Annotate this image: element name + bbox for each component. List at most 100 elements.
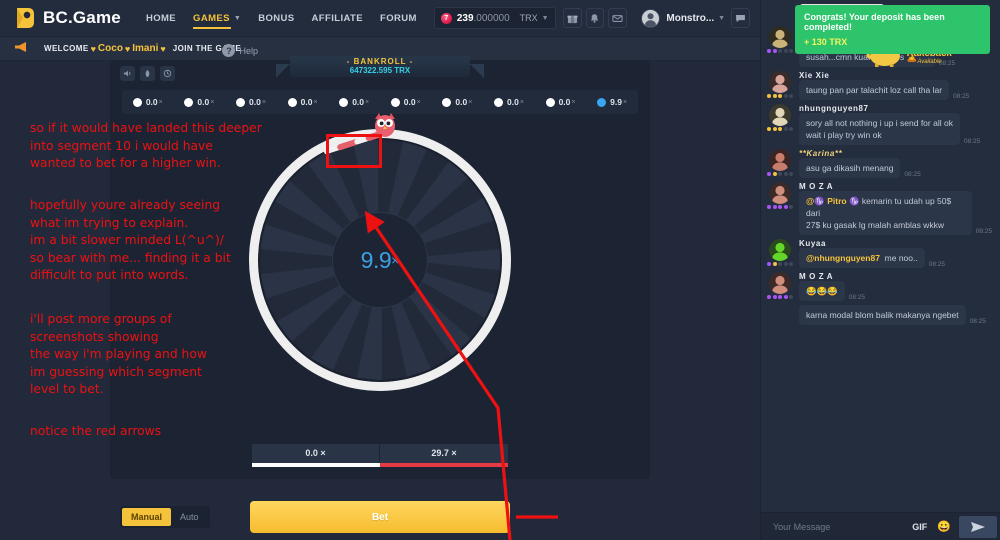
rank-dot-icon [783,295,788,299]
balance-decimal: .000000 [473,12,510,24]
rank-dot-icon [772,127,777,131]
chat-text: 😂😂😂 [806,286,838,296]
avatar[interactable] [769,71,791,93]
chat-message: nhungnguyen87 sory all not nothing i up i… [761,100,1000,145]
history-item: 0.0 × [442,97,472,107]
rank-dot-icon [767,49,771,53]
history-item: 0.0 × [339,97,369,107]
rank-dot-icon [772,94,777,98]
history-item: 0.0 × [545,97,576,107]
avatar[interactable] [769,239,791,261]
chat-toggle-icon[interactable] [731,8,751,28]
chat-bubble: @nhungnguyen87 me noo.. [799,248,925,268]
history-dot-icon [184,97,194,107]
history-value: 0.0 [352,97,365,107]
rank-dot-icon [772,262,777,266]
mail-icon[interactable] [608,8,628,28]
history-multiplier-symbol: × [261,98,266,106]
send-icon[interactable] [959,515,997,538]
history-multiplier-symbol: × [416,98,421,106]
nav-item-games[interactable]: GAMES ▼ [193,0,241,37]
rank-dot-icon [789,127,793,131]
chat-mention[interactable]: @♑ Pitro ♑ [806,196,860,206]
chat-username[interactable]: Xie Xie [799,71,830,80]
balance-display[interactable]: 7 239 .000000 TRX ▼ [433,7,556,29]
chat-text: taung pan par talachit loz call tha lar [806,85,943,95]
avatar[interactable] [769,26,791,48]
rank-dot-icon [778,49,782,53]
bell-icon[interactable] [585,8,605,28]
wheel-result-value: 9.9 [360,246,392,273]
welcome-name-1: Coco [97,43,123,54]
volume-icon[interactable] [120,66,135,81]
user-menu[interactable]: Monstro... ▼ [641,8,726,28]
bet-button[interactable]: Bet [250,501,510,533]
nav-item-affiliate[interactable]: AFFILIATE [311,12,363,24]
chat-messages[interactable]: 08:25♑ Pitro ♑@M O Z A siip...disebelah … [761,0,1000,512]
avatar[interactable] [769,149,791,171]
gif-button[interactable]: GIF [912,521,928,532]
nav-links: HOME GAMES ▼ BONUS AFFILIATE FORUM [146,0,434,37]
fortune-wheel[interactable]: 9.9 × [249,113,511,391]
chat-username[interactable]: M O Z A [799,272,834,281]
brand-logo-group[interactable]: BC.Game [14,6,121,30]
bankroll-ribbon: - BANKROLL - 647322.595 TRX [276,56,484,78]
username-label: Monstro... [666,12,715,24]
nav-item-forum[interactable]: FORUM [380,12,417,24]
help-link[interactable]: ? Help [222,44,258,57]
history-dot-icon [390,97,400,107]
history-icon[interactable] [160,66,175,81]
avatar[interactable] [769,104,791,126]
avatar[interactable] [769,272,791,294]
nav-item-home[interactable]: HOME [145,12,177,24]
avatar[interactable] [769,182,791,204]
history-item: 0.0 × [390,97,421,107]
chat-username[interactable]: Kuyaa [799,239,827,248]
wheel-result-multiplier-symbol: × [391,252,400,268]
game-tool-icons [120,66,180,81]
chat-bubble-row: 😂😂😂 08:25 [769,281,992,301]
chevron-down-icon[interactable]: ▼ [541,14,549,22]
rank-dot-icon [778,262,782,266]
chat-username[interactable]: nhungnguyen87 [799,104,869,113]
chat-username[interactable]: M O Z A [799,182,834,191]
chat-bubble: @♑ Pitro ♑ kemarin tu udah up 50$ dari 2… [799,191,972,235]
brand-name: BC.Game [43,8,121,27]
question-mark-icon: ? [222,44,236,57]
rank-dot-icon [772,295,777,299]
bc-game-logo-icon [14,6,36,30]
chat-input-bar: Your Message GIF 😀 [761,512,1000,540]
chat-timestamp: 08:25 [953,93,970,100]
help-label: Help [239,45,258,56]
rank-dot-icon [772,172,777,176]
history-value: 0.0 [300,97,313,107]
history-item: 0.0 × [236,97,266,107]
emoji-icon[interactable]: 😀 [937,521,951,533]
rank-dot-icon [783,172,788,176]
nav-item-bonus[interactable]: BONUS [258,12,295,24]
gift-icon[interactable] [562,8,582,28]
chat-message-input[interactable]: Your Message [773,521,831,532]
chat-text: sory all not nothing i up i send for all… [806,118,953,140]
mode-manual-button[interactable]: Manual [122,508,172,526]
chat-bubble-row: asu ga dikasih menang 08:25 [769,158,992,178]
megaphone-icon [14,40,30,58]
chevron-down-icon[interactable]: ▼ [718,14,726,22]
history-item: 9.9 × [597,97,627,107]
wheel-game-card: - BANKROLL - 647322.595 TRX 0.0 × 0.0 × 0.0 ×… [110,56,650,479]
chat-mention[interactable]: @nhungnguyen87 [806,253,880,263]
heart-icon: ♥ [160,43,166,54]
mode-auto-button[interactable]: Auto [180,512,199,522]
bankroll-label: - BANKROLL - [346,57,414,66]
history-item: 0.0 × [184,97,214,107]
welcome-suffix: JOIN THE GAME [172,44,242,53]
chat-timestamp: 08:25 [938,60,956,67]
rank-dot-icon [778,127,782,131]
chat-bubble: taung pan par talachit loz call tha lar [799,80,950,100]
avatar [641,8,661,28]
chat-username[interactable]: **Karina** [799,149,843,158]
range-left: 0.0 × [252,444,380,467]
hotkey-icon[interactable] [140,66,155,81]
history-item: 0.0 × [132,97,163,107]
chat-bubble: sory all not nothing i up i send for all… [799,113,960,145]
